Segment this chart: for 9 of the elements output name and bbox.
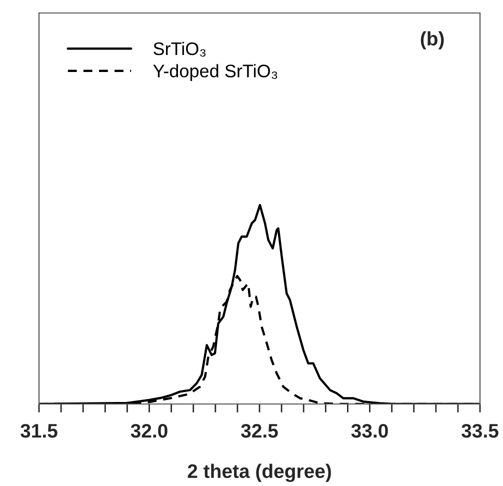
legend-label: Y-doped SrTiO₃ [153,64,278,81]
x-tick-label: 32.5 [241,424,278,438]
legend-label: SrTiO₃ [154,42,206,57]
x-tick-label: 31.5 [20,424,58,438]
text: (b) [420,31,444,50]
x-tick-label: 32.0 [130,424,168,438]
x-tick-label: 33.5 [462,424,498,438]
x-axis-title: 2 theta (degree) [188,464,331,482]
x-tick-label: 33.0 [351,424,388,438]
